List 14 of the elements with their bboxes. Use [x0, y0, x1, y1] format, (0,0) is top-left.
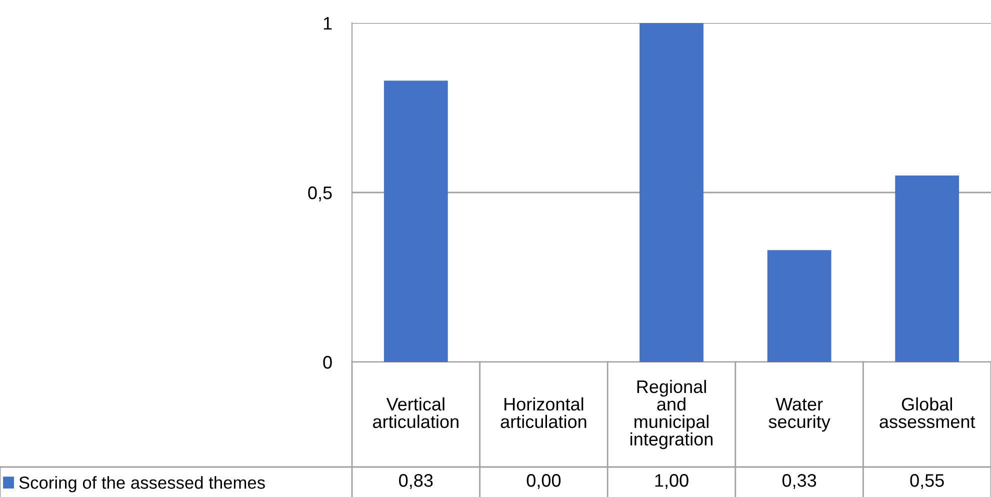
x-tick-label: Regional and municipal integration [630, 380, 712, 450]
data-label: 0,00 [526, 474, 561, 489]
data-label: 0,83 [399, 474, 433, 489]
x-tick-label: Vertical articulation [373, 397, 458, 428]
x-tick-label: Global assessment [880, 397, 976, 428]
data-label: 1,00 [655, 474, 688, 489]
y-tick-label: 1 [324, 17, 332, 30]
data-label: 0,33 [782, 474, 816, 489]
x-tick-label: Horizontal articulation [500, 397, 586, 428]
x-tick-label: Water security [768, 398, 830, 432]
y-tick-label: 0 [323, 356, 332, 369]
legend-label: Scoring of the assessed themes [19, 476, 265, 492]
y-tick-label: 0,5 [308, 186, 332, 202]
data-label: 0,55 [910, 474, 944, 489]
